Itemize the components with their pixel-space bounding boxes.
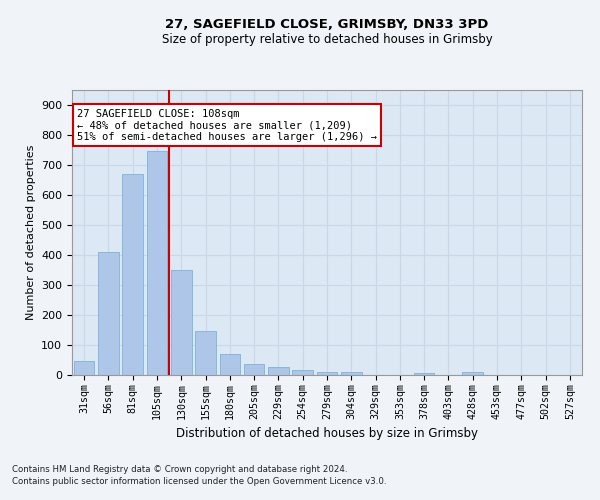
Text: 27 SAGEFIELD CLOSE: 108sqm
← 48% of detached houses are smaller (1,209)
51% of s: 27 SAGEFIELD CLOSE: 108sqm ← 48% of deta…: [77, 108, 377, 142]
Bar: [463, 372, 483, 375]
Text: 27, SAGEFIELD CLOSE, GRIMSBY, DN33 3PD: 27, SAGEFIELD CLOSE, GRIMSBY, DN33 3PD: [166, 18, 488, 30]
Bar: [414, 372, 434, 375]
Y-axis label: Number of detached properties: Number of detached properties: [26, 145, 35, 320]
Bar: [292, 370, 313, 375]
Bar: [146, 150, 167, 375]
Bar: [220, 354, 240, 375]
Bar: [268, 366, 289, 375]
Bar: [195, 330, 216, 375]
Bar: [74, 360, 94, 375]
Bar: [122, 174, 143, 375]
Bar: [244, 364, 265, 375]
Bar: [171, 270, 191, 375]
Bar: [317, 372, 337, 375]
Text: Contains HM Land Registry data © Crown copyright and database right 2024.: Contains HM Land Registry data © Crown c…: [12, 466, 347, 474]
Text: Size of property relative to detached houses in Grimsby: Size of property relative to detached ho…: [161, 32, 493, 46]
Bar: [98, 252, 119, 375]
Text: Contains public sector information licensed under the Open Government Licence v3: Contains public sector information licen…: [12, 476, 386, 486]
Bar: [341, 372, 362, 375]
X-axis label: Distribution of detached houses by size in Grimsby: Distribution of detached houses by size …: [176, 427, 478, 440]
